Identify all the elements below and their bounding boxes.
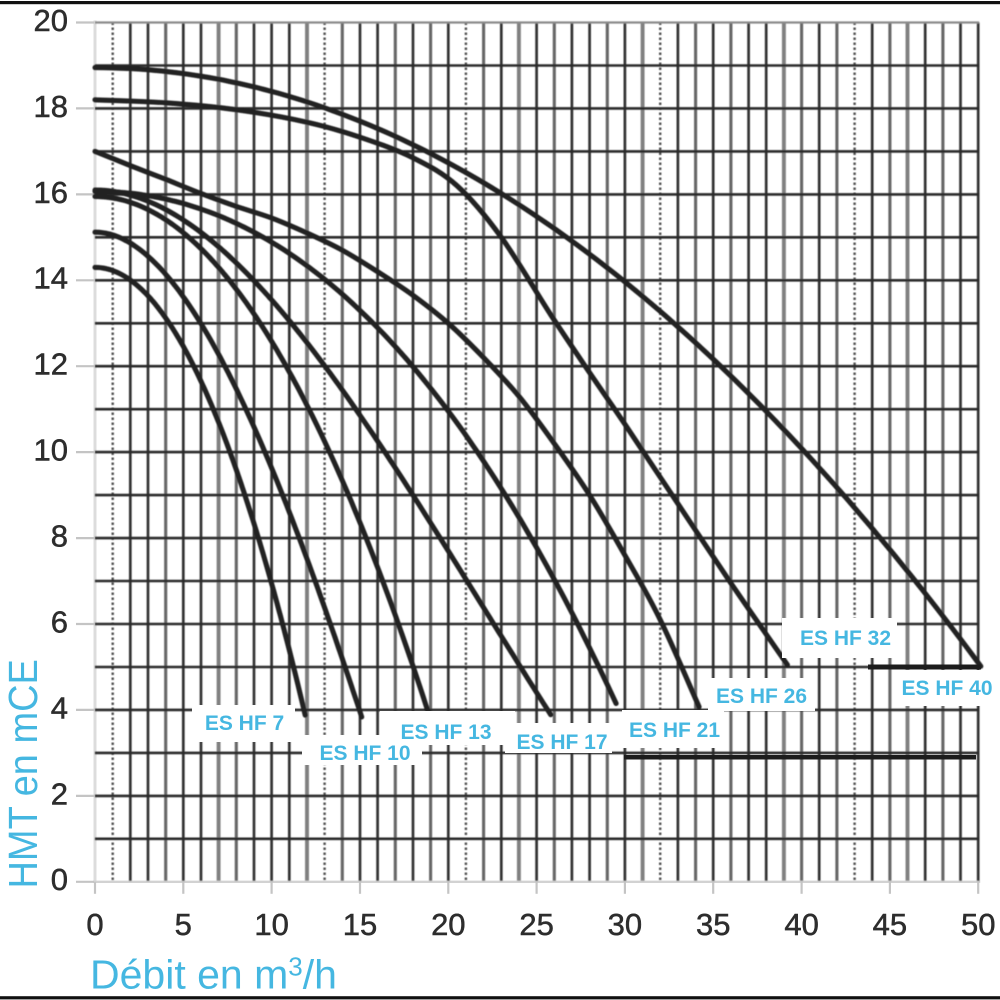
svg-text:ES HF 26: ES HF 26	[716, 685, 807, 708]
svg-text:30: 30	[608, 907, 642, 942]
svg-text:14: 14	[34, 261, 68, 296]
svg-text:50: 50	[961, 907, 995, 942]
svg-text:10: 10	[34, 433, 68, 468]
svg-text:12: 12	[34, 347, 68, 382]
svg-text:2: 2	[51, 776, 68, 811]
svg-text:ES HF 32: ES HF 32	[800, 627, 891, 650]
svg-text:5: 5	[175, 907, 192, 942]
svg-text:0: 0	[51, 862, 68, 897]
svg-text:18: 18	[34, 89, 68, 124]
svg-text:45: 45	[873, 907, 907, 942]
svg-text:35: 35	[696, 907, 730, 942]
svg-text:15: 15	[343, 907, 377, 942]
svg-text:ES HF 17: ES HF 17	[516, 731, 607, 754]
svg-text:20: 20	[34, 3, 68, 38]
svg-text:16: 16	[34, 175, 68, 210]
svg-text:8: 8	[51, 519, 68, 554]
svg-text:0: 0	[86, 907, 103, 942]
svg-text:ES HF 7: ES HF 7	[205, 712, 284, 735]
svg-text:10: 10	[254, 907, 288, 942]
svg-text:6: 6	[51, 604, 68, 639]
svg-text:40: 40	[784, 907, 818, 942]
svg-text:HMT en mCE: HMT en mCE	[1, 659, 47, 888]
svg-text:25: 25	[519, 907, 553, 942]
svg-text:4: 4	[51, 690, 68, 725]
svg-text:20: 20	[431, 907, 465, 942]
svg-text:ES HF 40: ES HF 40	[901, 677, 992, 700]
svg-text:ES HF 13: ES HF 13	[400, 721, 491, 744]
svg-text:ES HF 21: ES HF 21	[629, 719, 720, 742]
svg-text:ES HF 10: ES HF 10	[319, 742, 410, 765]
